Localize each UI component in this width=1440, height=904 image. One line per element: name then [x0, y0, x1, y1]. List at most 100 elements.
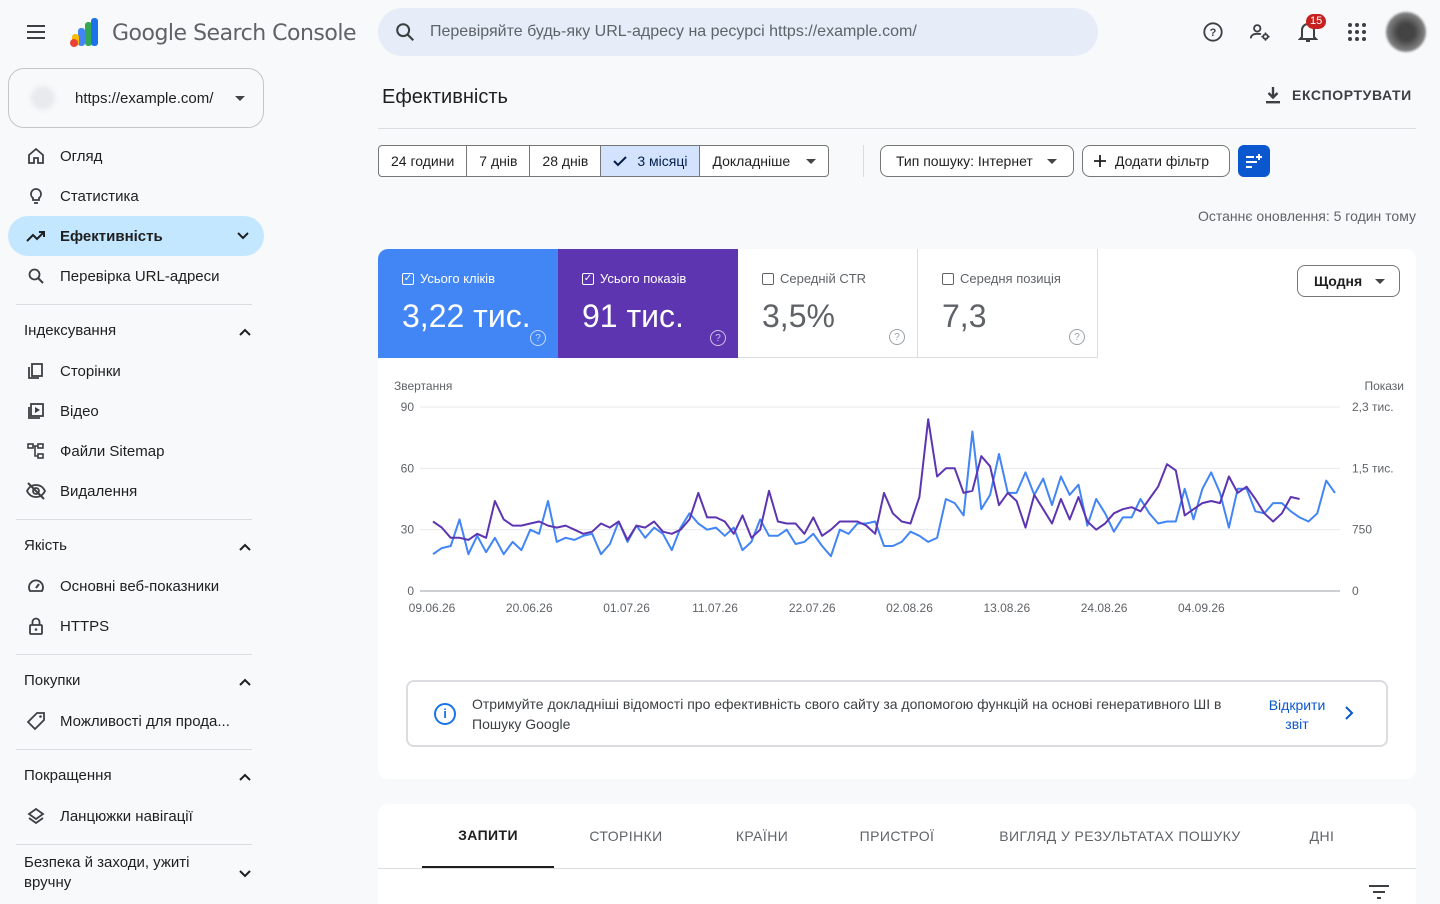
- chevron-right-icon[interactable]: [1344, 706, 1354, 720]
- checkbox-checked-icon[interactable]: ✓: [582, 272, 594, 285]
- open-report-label-line2: звіт: [1285, 716, 1309, 732]
- nav-video-label: Відео: [60, 402, 99, 420]
- filter-list-icon[interactable]: [1368, 884, 1390, 900]
- nav-video[interactable]: Відео: [8, 391, 264, 431]
- property-selector[interactable]: https://example.com/: [8, 68, 264, 128]
- metric-average-position[interactable]: Середня позиція 7,3 ?: [918, 249, 1098, 358]
- tab-search-appearance[interactable]: ВИГЛЯД У РЕЗУЛЬТАТАХ ПОШУКУ: [999, 828, 1241, 844]
- add-filter-button[interactable]: Додати фільтр: [1082, 145, 1230, 177]
- section-enhancements-header[interactable]: Покращення: [16, 766, 264, 786]
- search-icon: [396, 23, 415, 42]
- chevron-down-icon: [235, 96, 245, 101]
- help-icon[interactable]: ?: [889, 329, 905, 345]
- checkbox-unchecked-icon[interactable]: [942, 272, 954, 285]
- open-report-link[interactable]: Відкрити звіт: [1262, 696, 1332, 734]
- help-icon[interactable]: ?: [710, 330, 726, 346]
- nav-sitemaps[interactable]: Файли Sitemap: [8, 431, 264, 471]
- account-settings-button[interactable]: [1244, 16, 1276, 48]
- x-tick-label: 09.06.26: [409, 601, 456, 615]
- tab-pages[interactable]: СТОРІНКИ: [589, 828, 663, 844]
- caret-down-icon: [1046, 158, 1057, 164]
- nav-removals-label: Видалення: [60, 482, 138, 500]
- tag-icon: [26, 711, 46, 731]
- granularity-dropdown[interactable]: Щодня: [1297, 265, 1400, 297]
- range-28d[interactable]: 28 днів: [530, 146, 602, 176]
- help-icon[interactable]: ?: [1069, 329, 1085, 345]
- section-security-label: Безпека й заходи, ужиті вручну: [24, 853, 189, 893]
- date-range-selector: 24 години 7 днів 28 днів 3 місяці Доклад…: [378, 145, 830, 177]
- metric-total-clicks[interactable]: ✓ Усього кліків 3,22 тис. ?: [378, 249, 558, 358]
- tab-queries[interactable]: ЗАПИТИ: [422, 804, 554, 868]
- nav-url-inspection-label: Перевірка URL-адреси: [60, 267, 220, 285]
- metric-position-label: Середня позиція: [960, 271, 1061, 286]
- nav-performance[interactable]: Ефективність: [8, 216, 264, 256]
- app-logo[interactable]: Google Search Console: [68, 18, 356, 48]
- help-icon[interactable]: ?: [530, 330, 546, 346]
- metric-clicks-label: Усього кліків: [420, 271, 495, 286]
- nav-breadcrumbs[interactable]: Ланцюжки навігації: [8, 796, 264, 836]
- section-indexing-header[interactable]: Індексування: [16, 321, 264, 341]
- checkbox-unchecked-icon[interactable]: [762, 272, 774, 285]
- user-avatar[interactable]: [1386, 12, 1426, 52]
- main-menu-button[interactable]: [18, 14, 54, 50]
- nav-removals[interactable]: Видалення: [8, 471, 264, 511]
- range-3m[interactable]: 3 місяці: [601, 146, 701, 176]
- range-more[interactable]: Докладніше: [700, 146, 828, 176]
- metric-ctr-label: Середній CTR: [780, 271, 867, 286]
- pages-icon: [26, 361, 46, 381]
- metric-average-ctr[interactable]: Середній CTR 3,5% ?: [738, 249, 918, 358]
- range-24h[interactable]: 24 години: [379, 146, 468, 176]
- section-security-label-line1: Безпека й заходи, ужиті: [24, 854, 190, 871]
- search-input[interactable]: [430, 23, 1070, 41]
- sidebar-divider: [16, 304, 252, 305]
- trending-up-icon: [26, 226, 46, 246]
- notifications-button[interactable]: 15: [1292, 14, 1327, 48]
- tab-dates[interactable]: ДНІ: [1309, 828, 1335, 844]
- section-security-header[interactable]: Безпека й заходи, ужиті вручну: [16, 853, 264, 893]
- search-console-logo-icon: [70, 18, 98, 47]
- x-tick-label: 02.08.26: [886, 601, 933, 615]
- compare-filters-button[interactable]: [1238, 145, 1270, 177]
- checkbox-checked-icon[interactable]: ✓: [402, 272, 414, 285]
- info-icon: i: [434, 702, 456, 725]
- nav-overview[interactable]: Огляд: [8, 136, 264, 176]
- tab-devices[interactable]: ПРИСТРОЇ: [859, 828, 935, 844]
- nav-merchant-opportunities-label: Можливості для прода...: [60, 712, 230, 730]
- performance-chart[interactable]: Звертання Покази 0 30 60 90 0 750 1,5 тис. 2,3…: [378, 374, 1416, 624]
- url-inspection-search[interactable]: [378, 8, 1098, 56]
- tabs-divider: [378, 868, 1416, 869]
- nav-core-web-vitals[interactable]: Основні веб-показники: [8, 566, 264, 606]
- nav-insights[interactable]: Статистика: [8, 176, 264, 216]
- metric-clicks-value: 3,22 тис.: [402, 298, 531, 334]
- search-type-filter[interactable]: Тип пошуку: Інтернет: [880, 145, 1074, 177]
- dimension-tabs: ЗАПИТИ СТОРІНКИ КРАЇНИ ПРИСТРОЇ ВИГЛЯД У…: [378, 804, 1416, 904]
- metric-ctr-value: 3,5%: [762, 298, 835, 334]
- section-quality-header[interactable]: Якість: [16, 536, 264, 556]
- sidebar-divider: [16, 749, 252, 750]
- nav-pages[interactable]: Сторінки: [8, 351, 264, 391]
- nav-https[interactable]: HTTPS: [8, 606, 264, 646]
- x-tick-label: 20.06.26: [506, 601, 553, 615]
- tab-countries[interactable]: КРАЇНИ: [735, 828, 789, 844]
- range-7d[interactable]: 7 днів: [467, 146, 531, 176]
- metric-impressions-value: 91 тис.: [582, 298, 684, 334]
- sidebar-divider: [16, 844, 252, 845]
- section-enhancements-label: Покращення: [24, 767, 112, 784]
- metric-total-impressions[interactable]: ✓ Усього показів 91 тис. ?: [558, 249, 738, 358]
- video-icon: [26, 401, 46, 421]
- apps-button[interactable]: [1341, 16, 1373, 48]
- section-indexing-label: Індексування: [24, 322, 117, 339]
- help-button[interactable]: ?: [1197, 16, 1229, 48]
- filter-divider: [863, 145, 864, 177]
- export-button[interactable]: ЕКСПОРТУВАТИ: [1264, 86, 1412, 104]
- nav-merchant-opportunities[interactable]: Можливості для прода...: [8, 701, 264, 741]
- y-axis-left-label: Звертання: [394, 379, 452, 393]
- metric-impressions-label: Усього показів: [600, 271, 687, 286]
- download-icon: [1266, 87, 1280, 104]
- y-tick-right-label: 0: [1352, 584, 1359, 598]
- y-tick-right-label: 2,3 тис.: [1352, 400, 1394, 414]
- section-shopping-header[interactable]: Покупки: [16, 671, 264, 691]
- nav-url-inspection[interactable]: Перевірка URL-адреси: [8, 256, 264, 296]
- apps-grid-icon: [1348, 23, 1366, 41]
- home-icon: [26, 146, 46, 166]
